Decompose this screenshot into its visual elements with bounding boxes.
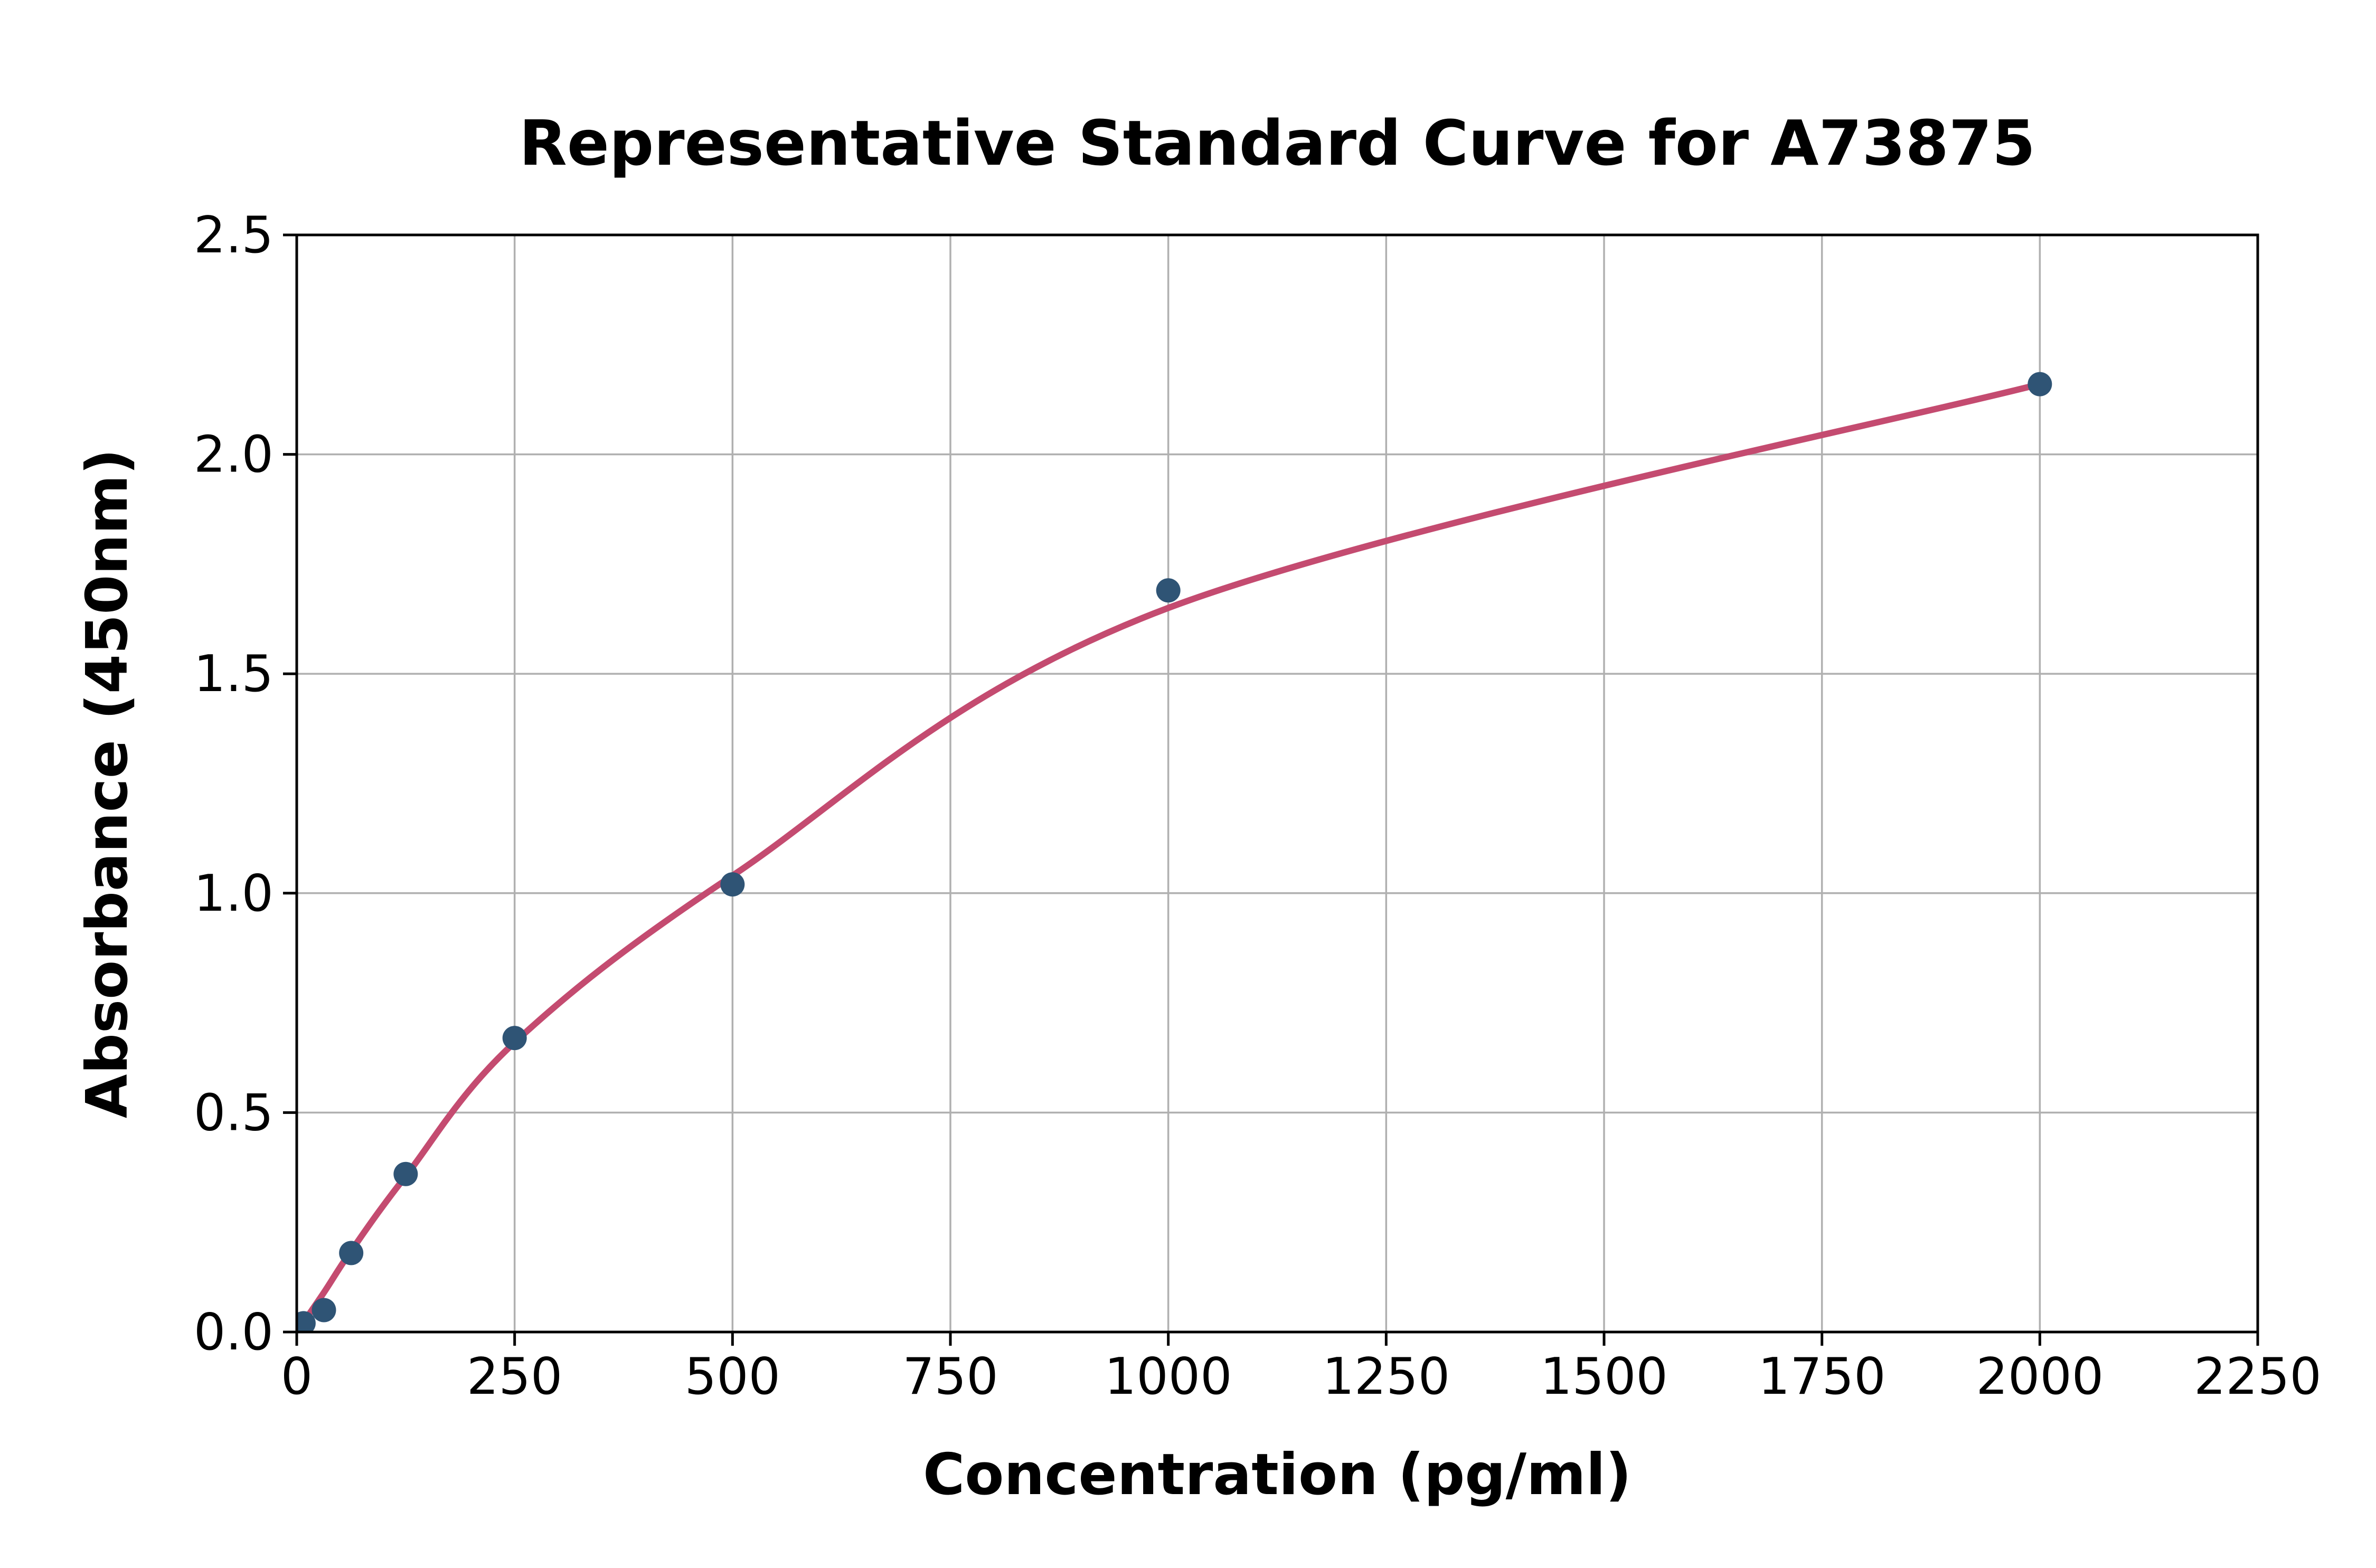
y-tick-label-2.5: 2.5 [194,206,274,265]
plot-border [295,233,2259,1334]
data-point-500 [720,872,745,897]
x-tick-label-0: 0 [281,1348,313,1406]
point-layer [297,372,2052,1332]
x-tick-label-750: 750 [902,1348,998,1406]
x-axis-label: Concentration (pg/ml) [923,1442,1632,1508]
data-point-250 [502,1026,527,1051]
x-tick-label-500: 500 [685,1348,780,1406]
curve-layer [297,381,2043,1332]
x-tick-label-1750: 1750 [1758,1348,1886,1406]
y-tick-label-1.0: 1.0 [194,865,274,923]
tick-label-layer: 0 250 500 750 1000 1250 1500 1750 2000 2250 0.0 0.5… [194,206,2322,1406]
data-point-62.5 [339,1241,364,1265]
fit-curve-line [297,381,2043,1332]
x-tick-label-1000: 1000 [1105,1348,1232,1406]
data-point-31.2 [312,1298,336,1323]
y-axis-label: Absorbance (450nm) [74,449,140,1118]
data-point-2000 [2028,372,2052,396]
x-tick-label-1250: 1250 [1322,1348,1450,1406]
data-point-1000 [1156,578,1181,603]
tick-layer [283,233,2259,1346]
y-tick-label-1.5: 1.5 [194,645,274,703]
y-tick-label-2.0: 2.0 [194,426,274,484]
x-tick-label-2250: 2250 [2194,1348,2322,1406]
data-point-7.8 [297,1311,316,1332]
x-tick-label-250: 250 [467,1348,562,1406]
y-tick-label-0.5: 0.5 [194,1084,274,1142]
data-point-125 [393,1161,418,1186]
x-tick-label-2000: 2000 [1976,1348,2104,1406]
x-tick-label-1500: 1500 [1540,1348,1668,1406]
spine-layer [295,233,2259,1334]
y-tick-label-0.0: 0.0 [194,1303,274,1362]
chart-title: Representative Standard Curve for A73875 [519,107,2035,180]
